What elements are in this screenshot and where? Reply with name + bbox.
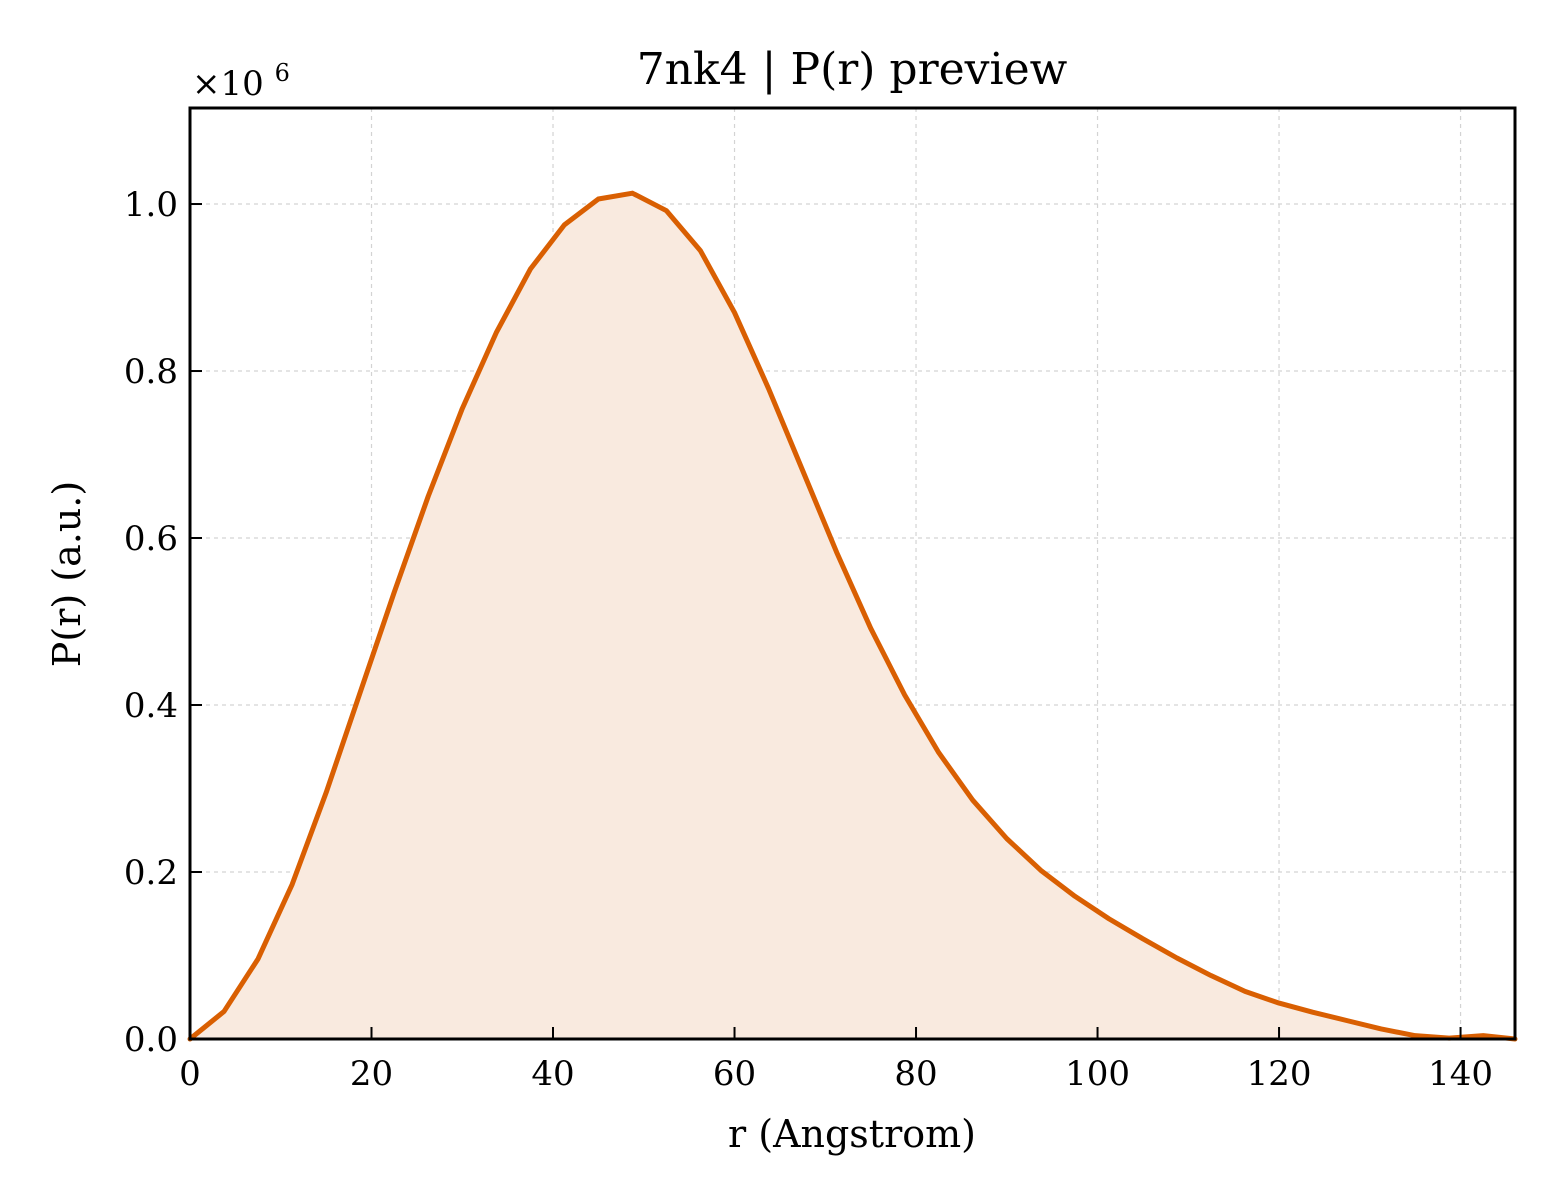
- y-tick-label-0.6: 0.6: [124, 519, 178, 559]
- x-tick-label-60: 60: [713, 1054, 756, 1094]
- y-tick-label-0.0: 0.0: [124, 1020, 178, 1060]
- y-axis-label: P(r) (a.u.): [45, 481, 89, 667]
- x-tick-label-120: 120: [1247, 1054, 1312, 1094]
- y-tick-label-1.0: 1.0: [124, 185, 178, 225]
- plot-frame: [188, 106, 1517, 1041]
- x-axis-label: r (Angstrom): [728, 1112, 976, 1156]
- y-axis-offset-text: ×10 6: [192, 59, 290, 104]
- offset-base: ×10: [192, 64, 264, 104]
- y-tick-label-0.4: 0.4: [124, 686, 178, 726]
- y-tick-label-0.2: 0.2: [124, 853, 178, 893]
- x-tick-label-0: 0: [179, 1054, 201, 1094]
- x-tick-label-40: 40: [531, 1054, 574, 1094]
- y-tick-label-0.8: 0.8: [124, 352, 178, 392]
- x-tick-label-20: 20: [350, 1054, 393, 1094]
- offset-exponent: 6: [275, 59, 290, 87]
- chart-title: 7nk4 | P(r) preview: [637, 44, 1068, 95]
- x-tick-label-100: 100: [1065, 1054, 1130, 1094]
- x-tick-label-140: 140: [1428, 1054, 1493, 1094]
- pr-series-line: [187, 190, 1518, 1042]
- tick-labels-layer: 0 20 40 60 80 100 120 140 0.0 0.2 0.4 0.6 0.8 1.0: [124, 185, 1493, 1094]
- pr-area-fill: [190, 193, 1515, 1040]
- x-tick-label-80: 80: [894, 1054, 937, 1094]
